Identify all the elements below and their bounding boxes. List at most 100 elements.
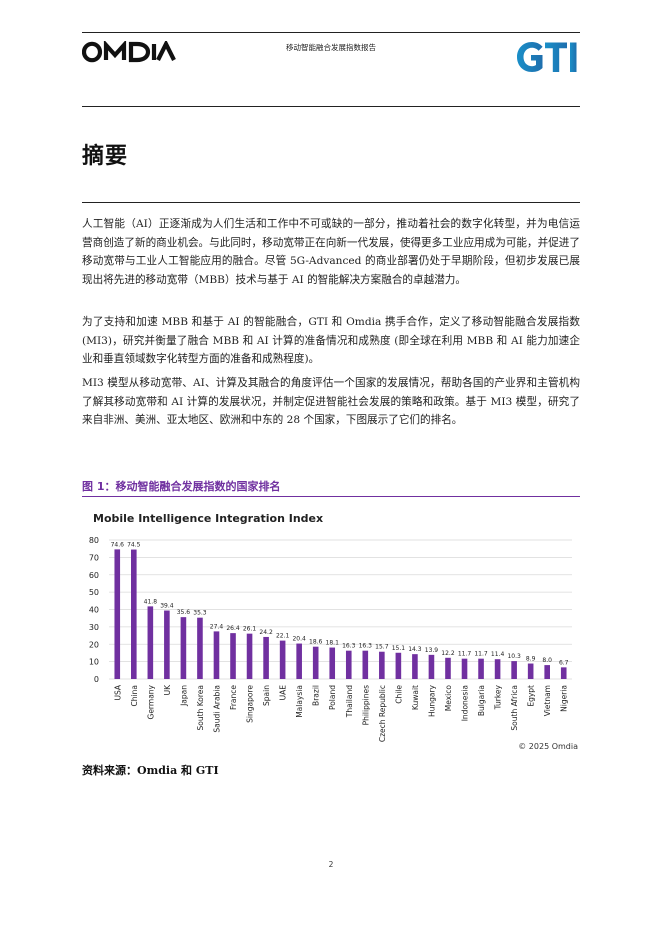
header-top-rule [82, 32, 580, 33]
data-label: 41.8 [144, 598, 158, 605]
x-tick-label: Singapore [246, 685, 255, 723]
data-label: 8.9 [526, 656, 536, 663]
data-label: 10.3 [507, 653, 521, 660]
x-tick-label: Poland [328, 685, 337, 710]
x-tick-label: Czech Republic [378, 685, 387, 742]
y-tick-label: 0 [94, 675, 99, 684]
data-label: 16.3 [359, 643, 373, 650]
paragraph-3: MI3 模型从移动宽带、AI、计算及其融合的角度评估一个国家的发展情况，帮助各国… [82, 377, 580, 427]
x-tick-label: South Korea [196, 685, 205, 730]
y-tick-label: 20 [89, 640, 99, 649]
data-label: 20.4 [292, 636, 306, 643]
bar [329, 647, 336, 679]
data-label: 18.6 [309, 639, 323, 646]
bar [428, 654, 435, 679]
x-tick-label: Turkey [494, 684, 503, 710]
ranking-bar-chart: Mobile Intelligence Integration Index 0 1… [89, 512, 578, 751]
data-label: 35.3 [193, 610, 207, 617]
paragraph-1: 人工智能（AI）正逐渐成为人们生活和工作中不可或缺的一部分，推动着社会的数字化转… [82, 218, 580, 286]
figure-caption: 图 1：移动智能融合发展指数的国家排名 [82, 480, 281, 493]
y-tick-label: 50 [89, 588, 99, 597]
chart-y-axis: 0 10 20 30 40 50 60 70 80 [89, 536, 99, 684]
x-tick-label: Hungary [427, 684, 436, 717]
y-tick-label: 30 [89, 623, 99, 632]
x-tick-label: UAE [279, 685, 288, 701]
figure-caption-rule [82, 496, 580, 497]
data-label: 12.2 [441, 650, 455, 657]
bar [478, 658, 484, 679]
x-tick-label: USA [113, 684, 122, 700]
x-tick-label: Saudi Arabia [212, 685, 221, 733]
bar [230, 633, 236, 679]
data-label: 24.2 [259, 629, 273, 636]
data-label: 11.4 [491, 651, 505, 658]
chart-copyright: © 2025 Omdia [518, 742, 578, 751]
x-tick-label: Philippines [361, 685, 370, 726]
x-tick-label: Egypt [527, 685, 536, 707]
bar [560, 667, 567, 679]
bar [197, 617, 203, 679]
bar [461, 658, 468, 679]
data-label: 22.1 [276, 633, 290, 640]
data-label: 74.6 [111, 541, 125, 548]
chart-gridlines [109, 539, 572, 680]
paragraph-2: 为了支持和加速 MBB 和基于 AI 的智能融合，GTI 和 Omdia 携手合… [82, 316, 580, 366]
chart-bars [114, 549, 567, 679]
x-tick-label: Bulgaria [477, 685, 486, 716]
page-number: 2 [328, 860, 334, 869]
x-tick-label: Germany [146, 684, 155, 719]
x-tick-label: UK [163, 684, 172, 695]
bar [180, 617, 187, 679]
report-title: 移动智能融合发展指数报告 [286, 43, 376, 52]
data-label: 11.7 [458, 651, 472, 658]
bar [164, 610, 170, 679]
y-tick-label: 80 [89, 536, 99, 545]
bar [362, 650, 369, 679]
data-label: 14.3 [408, 646, 422, 653]
bar [246, 633, 253, 679]
x-tick-label: Vietnam [543, 685, 552, 716]
bar [114, 549, 121, 679]
bar [312, 646, 319, 679]
x-tick-label: China [130, 685, 139, 706]
y-tick-label: 60 [89, 571, 99, 580]
header-bottom-rule [82, 106, 580, 107]
data-label: 15.1 [392, 645, 406, 652]
x-tick-label: Thailand [345, 685, 354, 718]
x-tick-label: Mexico [444, 685, 453, 712]
data-label: 26.1 [243, 626, 257, 633]
y-tick-label: 40 [89, 606, 99, 615]
chart-title: Mobile Intelligence Integration Index [93, 512, 323, 525]
bar [511, 661, 517, 679]
bar [131, 549, 137, 679]
bar [296, 643, 302, 679]
bar [147, 606, 154, 679]
chart-x-axis: USA China Germany UK Japan South Korea Saudi A… [113, 684, 568, 742]
x-tick-label: Indonesia [461, 685, 470, 721]
y-tick-label: 10 [89, 658, 99, 667]
data-label: 13.9 [425, 647, 439, 654]
data-label: 18.1 [326, 640, 340, 647]
bar [345, 650, 352, 679]
bar [263, 636, 269, 679]
data-label: 8.0 [542, 657, 552, 664]
x-tick-label: France [229, 685, 238, 710]
bar [527, 663, 534, 679]
bar [279, 640, 286, 679]
x-tick-label: South Africa [510, 685, 519, 731]
bar [544, 665, 550, 679]
section-title: 摘要 [82, 144, 129, 169]
x-tick-label: Chile [394, 685, 403, 704]
data-label: 27.4 [210, 623, 224, 630]
chart-data-labels: 74.6 74.5 41.839.435.6 35.327.4 26.4 26.1 24.2… [111, 541, 569, 666]
bar [213, 631, 220, 679]
bar [412, 654, 418, 679]
gti-logo [515, 40, 579, 78]
data-label: 11.7 [474, 651, 488, 658]
omdia-logo [81, 39, 177, 67]
data-label: 6.7 [559, 659, 569, 666]
data-label: 74.5 [127, 542, 141, 549]
x-tick-label: Japan [179, 685, 188, 707]
data-label: 26.4 [226, 625, 240, 632]
data-label: 15.7 [375, 644, 389, 651]
